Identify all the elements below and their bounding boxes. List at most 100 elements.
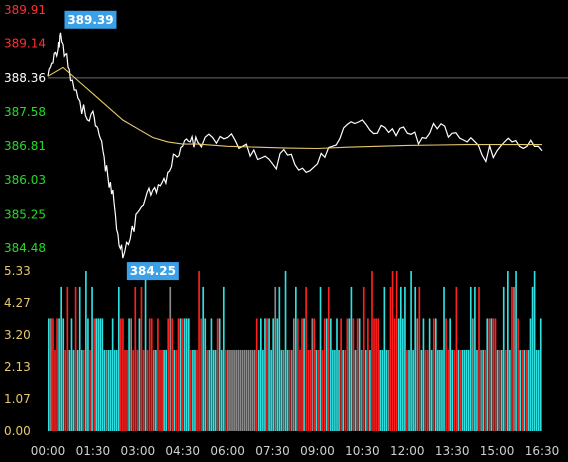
volume-bar <box>420 349 423 431</box>
volume-bar <box>257 349 260 431</box>
volume-bar <box>89 349 91 431</box>
volume-bar <box>235 349 237 431</box>
volume-bar <box>220 349 223 431</box>
volume-bar <box>85 271 87 431</box>
volume-bar <box>513 286 515 431</box>
volume-bar <box>134 286 137 431</box>
volume-bar <box>472 318 474 431</box>
volume-bar <box>509 349 511 431</box>
volume-bar <box>210 318 213 431</box>
volume-bar <box>58 318 60 431</box>
volume-bar <box>202 286 205 431</box>
volume-bar <box>391 271 394 431</box>
volume-bar <box>299 349 301 431</box>
volume-bar <box>301 318 303 431</box>
volume-bar <box>124 349 126 431</box>
volume-bar <box>469 286 472 431</box>
volume-bar <box>109 349 112 431</box>
volume-bar <box>78 286 81 431</box>
time-tick-label: 01:30 <box>76 444 111 458</box>
price-tick-label: 387.58 <box>4 105 46 119</box>
volume-bar <box>146 349 149 431</box>
volume-bar <box>336 318 338 431</box>
volume-bar <box>74 286 77 431</box>
volume-bar <box>521 349 524 431</box>
volume-bar <box>439 349 441 431</box>
volume-tick-label: 3.20 <box>4 328 31 342</box>
volume-bar <box>441 349 443 431</box>
volume-bar <box>303 318 305 431</box>
volume-bar <box>260 318 262 431</box>
volume-bar <box>399 286 402 431</box>
volume-bar <box>274 286 277 431</box>
volume-bar <box>249 349 252 431</box>
volume-bar <box>117 286 120 431</box>
volume-bar <box>126 349 128 431</box>
volume-bar <box>467 349 470 431</box>
volume-bar <box>206 349 209 431</box>
volume-bar <box>344 349 347 431</box>
volume-bar <box>309 349 312 431</box>
volume-bar <box>426 349 429 431</box>
volume-bar <box>54 349 56 431</box>
volume-bar <box>262 349 264 431</box>
volume-bar <box>229 349 231 431</box>
volume-bar <box>313 318 316 431</box>
volume-bar <box>62 318 65 431</box>
time-tick-label: 10:30 <box>345 444 380 458</box>
volume-bar <box>397 318 400 431</box>
volume-bar <box>169 286 172 431</box>
volume-bar <box>418 286 421 431</box>
volume-bar <box>432 318 435 431</box>
volume-bar <box>412 349 414 431</box>
volume-bar <box>292 318 295 431</box>
price-tick-label: 385.25 <box>4 207 46 221</box>
volume-bar <box>214 349 217 431</box>
volume-bar <box>457 349 460 431</box>
volume-bar <box>352 318 355 431</box>
volume-bar <box>371 271 373 431</box>
volume-bar <box>498 349 501 431</box>
volume-bar <box>192 349 194 431</box>
volume-bar <box>99 318 102 431</box>
volume-bar <box>385 349 388 431</box>
low-marker: 384.25 <box>126 262 179 281</box>
time-tick-label: 06:00 <box>210 444 245 458</box>
volume-bar <box>373 318 375 431</box>
volume-bar <box>91 286 93 431</box>
volume-bar <box>120 318 122 431</box>
volume-bar <box>60 286 63 431</box>
volume-bar <box>183 318 186 431</box>
volume-bar <box>101 318 104 431</box>
volume-bar <box>500 349 503 431</box>
volume-bar <box>414 286 417 431</box>
volume-bar <box>476 349 478 431</box>
volume-bar <box>177 318 180 431</box>
volume-bar <box>297 318 299 431</box>
volume-bar <box>239 349 242 431</box>
volume-bar <box>434 318 437 431</box>
volume-bar <box>233 349 235 431</box>
volume-bar <box>97 318 100 431</box>
volume-bar <box>140 286 143 431</box>
volume-bar <box>445 318 447 431</box>
volume-bar <box>488 318 491 431</box>
volume-tick-label: 2.13 <box>4 360 31 374</box>
volume-bar <box>115 349 118 431</box>
volume-bar <box>340 318 342 431</box>
volume-bar <box>50 318 52 431</box>
time-tick-label: 07:30 <box>255 444 290 458</box>
volume-bar <box>354 349 357 431</box>
volume-bar <box>200 318 202 431</box>
volume-bar <box>95 318 97 431</box>
volume-bar <box>150 318 153 431</box>
volume-bar <box>465 349 468 431</box>
low-marker-label: 384.25 <box>130 264 176 278</box>
volume-bar <box>367 318 369 431</box>
volume-bar <box>327 286 330 431</box>
volume-bar <box>255 318 258 431</box>
volume-bar <box>282 349 285 431</box>
volume-bar <box>461 349 464 431</box>
volume-bar <box>305 286 307 431</box>
